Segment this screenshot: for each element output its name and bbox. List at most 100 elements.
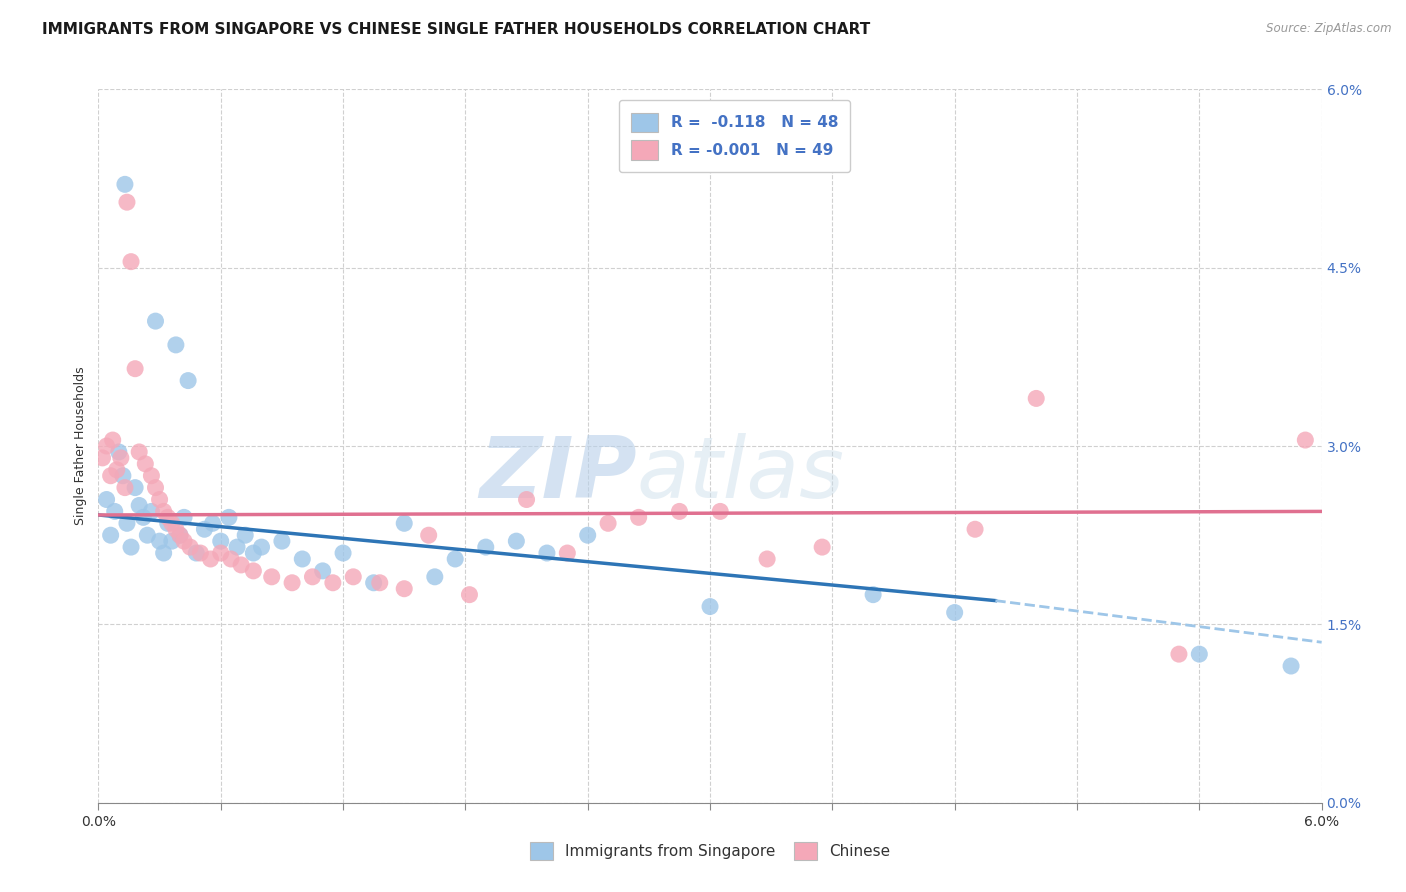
Point (536, 546, 558, 560)
Point (596, 516, 619, 531)
Point (342, 570, 364, 584)
Point (505, 534, 527, 549)
Point (260, 570, 283, 584)
Point (281, 575, 304, 590)
Point (193, 522, 215, 536)
Y-axis label: Single Father Households: Single Father Households (75, 367, 87, 525)
Point (209, 534, 232, 549)
Point (458, 588, 481, 602)
Point (1279, 659, 1302, 673)
Point (96, 439, 118, 453)
Point (756, 552, 779, 566)
Point (149, 534, 172, 549)
Point (392, 582, 416, 596)
Point (169, 528, 191, 542)
Point (311, 564, 335, 578)
Point (627, 510, 650, 524)
Point (145, 314, 167, 328)
Point (141, 468, 163, 483)
Point (322, 575, 344, 590)
Point (100, 528, 122, 542)
Point (186, 546, 208, 560)
Point (132, 510, 155, 524)
Point (242, 546, 264, 560)
Point (91, 450, 114, 465)
Point (242, 564, 264, 578)
Point (169, 528, 191, 542)
Point (156, 516, 179, 531)
Point (709, 504, 731, 518)
Point (699, 599, 721, 614)
Point (152, 504, 174, 518)
Point (291, 552, 314, 566)
Point (134, 457, 156, 471)
Text: atlas: atlas (637, 433, 845, 516)
Point (173, 510, 195, 524)
Point (156, 510, 179, 524)
Point (270, 534, 292, 549)
Point (1294, 433, 1316, 447)
Point (229, 558, 253, 572)
Point (392, 516, 416, 531)
Point (104, 504, 127, 518)
Point (474, 540, 498, 554)
Point (368, 575, 391, 590)
Legend: Immigrants from Singapore, Chinese: Immigrants from Singapore, Chinese (524, 836, 896, 866)
Point (332, 546, 354, 560)
Point (115, 516, 138, 531)
Point (145, 481, 167, 495)
Point (128, 445, 150, 459)
Point (179, 540, 201, 554)
Point (250, 540, 273, 554)
Point (423, 570, 446, 584)
Point (96, 492, 118, 507)
Point (218, 510, 240, 524)
Point (165, 522, 187, 536)
Point (136, 528, 159, 542)
Point (100, 468, 122, 483)
Point (555, 546, 579, 560)
Point (233, 528, 256, 542)
Point (515, 492, 537, 507)
Point (862, 588, 884, 602)
Text: IMMIGRANTS FROM SINGAPORE VS CHINESE SINGLE FATHER HOUSEHOLDS CORRELATION CHART: IMMIGRANTS FROM SINGAPORE VS CHINESE SIN… (42, 22, 870, 37)
Point (444, 552, 467, 566)
Point (160, 534, 183, 549)
Point (576, 528, 599, 542)
Point (101, 433, 124, 447)
Point (209, 546, 232, 560)
Point (149, 492, 172, 507)
Point (363, 575, 385, 590)
Point (201, 516, 224, 531)
Point (152, 546, 174, 560)
Point (115, 195, 138, 210)
Point (173, 534, 195, 549)
Point (943, 606, 966, 620)
Point (120, 254, 142, 268)
Point (124, 361, 146, 376)
Point (141, 504, 163, 518)
Point (1025, 392, 1047, 406)
Point (160, 516, 183, 531)
Point (811, 540, 834, 554)
Point (177, 374, 200, 388)
Point (105, 463, 128, 477)
Point (108, 445, 131, 459)
Point (301, 570, 323, 584)
Point (1188, 647, 1211, 661)
Point (219, 552, 242, 566)
Point (128, 499, 150, 513)
Text: ZIP: ZIP (479, 433, 637, 516)
Point (110, 450, 132, 465)
Point (165, 338, 187, 352)
Point (668, 504, 690, 518)
Point (188, 546, 212, 560)
Point (120, 540, 142, 554)
Point (226, 540, 249, 554)
Point (963, 522, 986, 536)
Point (114, 178, 136, 192)
Point (124, 481, 146, 495)
Point (1167, 647, 1189, 661)
Point (111, 468, 134, 483)
Point (200, 552, 222, 566)
